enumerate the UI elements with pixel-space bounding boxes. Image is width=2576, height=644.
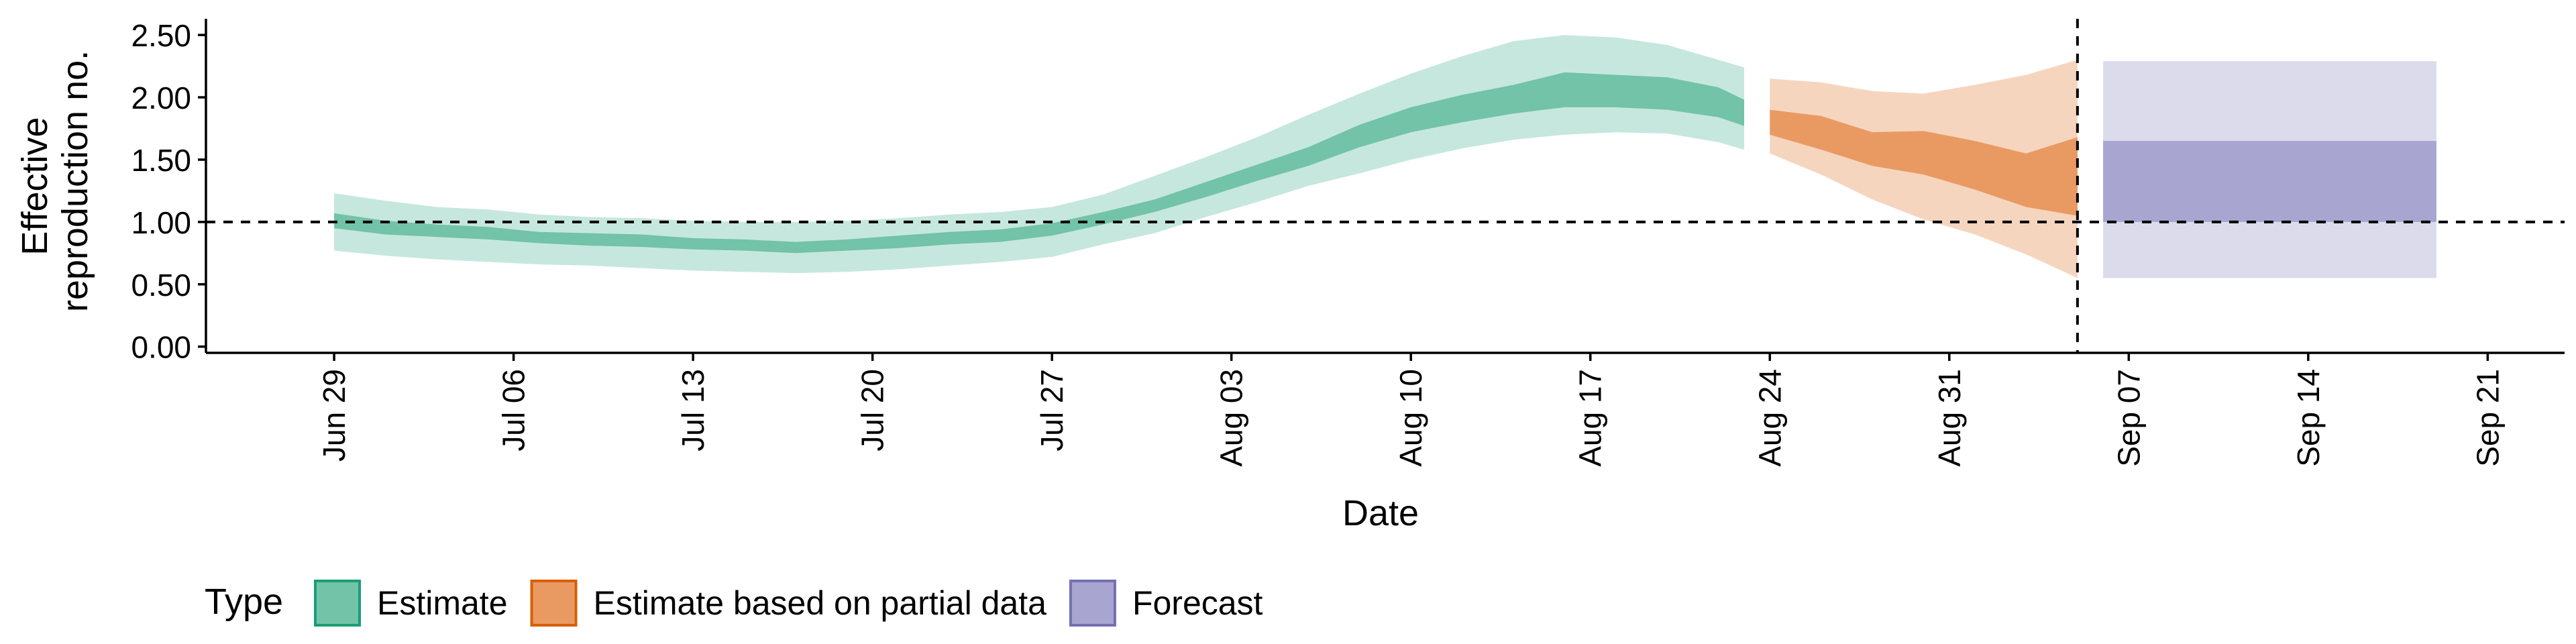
legend-label-estimate-based-on-partial-data: Estimate based on partial data (594, 584, 1047, 622)
x-tick-label: Jun 29 (317, 369, 352, 462)
legend-swatch-forecast (1069, 580, 1116, 627)
y-tick-label: 1.00 (131, 205, 191, 240)
legend-swatch-estimate-based-on-partial-data (530, 580, 578, 627)
y-tick-label: 0.00 (131, 330, 191, 365)
y-tick-label: 1.50 (131, 143, 191, 178)
legend: Type Estimate Estimate based on partial d… (205, 580, 1263, 627)
axes (205, 19, 2565, 354)
y-tick-label: 2.00 (131, 80, 191, 115)
estimate-inner-band (334, 72, 1744, 254)
interval-bands (334, 35, 2436, 278)
legend-label-estimate: Estimate (377, 584, 508, 622)
x-tick-label: Jul 20 (855, 369, 890, 451)
y-tick-label: 0.50 (131, 268, 191, 303)
x-tick-label: Sep 07 (2111, 369, 2146, 467)
y-axis-title-line-1: Effective (15, 117, 55, 255)
x-tick-label: Sep 14 (2291, 369, 2326, 467)
legend-swatch-estimate (314, 580, 361, 627)
x-tick-label: Jul 27 (1034, 369, 1069, 451)
y-axis-title: Effective reproduction no. (15, 50, 95, 312)
reference-lines (206, 19, 2565, 353)
x-tick-label: Aug 17 (1573, 369, 1608, 467)
estimate-based-on-partial-data-inner-band (1770, 109, 2078, 216)
legend-label-forecast: Forecast (1132, 584, 1263, 622)
x-tick-label: Aug 31 (1932, 369, 1967, 467)
estimate-outer-band (334, 35, 1744, 274)
legend-title: Type (205, 582, 283, 622)
x-tick-label: Sep 21 (2470, 369, 2505, 467)
x-tick-label: Jul 06 (496, 369, 531, 451)
x-tick-label: Jul 13 (676, 369, 710, 451)
y-axis-ticks: 0.00 0.50 1.00 1.50 2.00 2.50 (131, 18, 206, 365)
x-tick-label: Aug 03 (1214, 369, 1249, 467)
x-tick-label: Aug 10 (1393, 369, 1428, 467)
y-axis-title-line-2: reproduction no. (55, 50, 95, 312)
forecast-inner-band (2103, 141, 2436, 222)
x-axis-title: Date (1342, 493, 1419, 533)
x-axis-ticks: Jun 29 Jul 06 Jul 13 Jul 20 Jul 27 Aug 03 Aug … (317, 353, 2505, 467)
y-tick-label: 2.50 (131, 18, 191, 53)
x-tick-label: Aug 24 (1752, 369, 1787, 467)
